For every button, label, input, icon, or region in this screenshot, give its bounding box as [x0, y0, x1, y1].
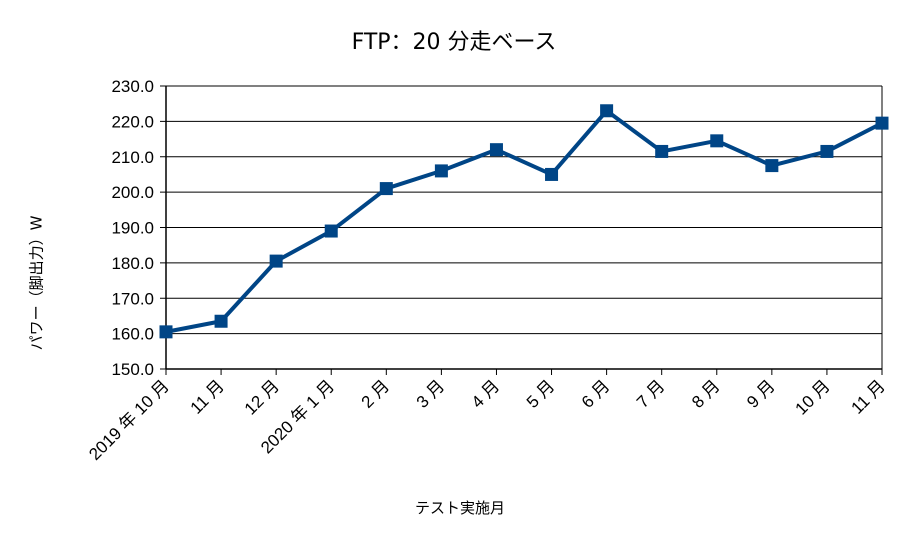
data-point [875, 116, 889, 130]
data-point [710, 134, 724, 148]
data-point [545, 167, 559, 181]
x-tick-label: 2019 年 10 月 [85, 376, 173, 464]
data-point [324, 224, 338, 238]
y-tick-label: 170.0 [111, 289, 154, 308]
data-point [159, 325, 173, 339]
data-point [269, 254, 283, 268]
x-tick-label: 12 月 [241, 376, 283, 418]
x-tick-label: 11 月 [187, 376, 228, 417]
data-point [765, 159, 779, 173]
y-tick-label: 150.0 [111, 360, 154, 379]
y-tick-label: 200.0 [111, 183, 154, 202]
x-tick-label: 8 月 [688, 376, 723, 411]
x-tick-label: 6 月 [578, 376, 613, 411]
x-tick-label: 5 月 [523, 376, 558, 411]
x-tick-label: 4 月 [468, 376, 503, 411]
series [159, 104, 889, 339]
y-tick-label: 220.0 [111, 112, 154, 131]
data-point [379, 182, 393, 196]
x-tick-label: 11 月 [848, 376, 889, 417]
chart-title: FTP：20 分走ベース [351, 30, 557, 55]
data-point [434, 164, 448, 178]
data-point [600, 104, 614, 118]
axes [160, 85, 883, 375]
y-tick-label: 160.0 [111, 325, 154, 344]
series-line [165, 108, 883, 334]
y-tick-label: 180.0 [111, 254, 154, 273]
data-point [820, 144, 834, 158]
y-axis-label: パワー（脚出力）W [27, 215, 46, 351]
x-tick-label: 2 月 [358, 376, 393, 411]
y-tick-label: 190.0 [111, 219, 154, 238]
x-tick-label: 7 月 [633, 376, 668, 411]
x-axis-label: テスト実施月 [414, 499, 505, 517]
gridlines [166, 85, 882, 335]
y-tick-label: 230.0 [111, 77, 154, 96]
x-tick-label: 9 月 [743, 376, 778, 411]
x-tick-label: 10 月 [792, 376, 834, 418]
y-tick-labels: 150.0 160.0 170.0 180.0 190.0 200.0 210.0 220.0… [111, 77, 154, 379]
y-tick-label: 210.0 [111, 148, 154, 167]
data-point [214, 314, 228, 328]
x-tick-label: 3 月 [413, 376, 448, 411]
data-point [655, 144, 669, 158]
data-point [489, 143, 503, 157]
